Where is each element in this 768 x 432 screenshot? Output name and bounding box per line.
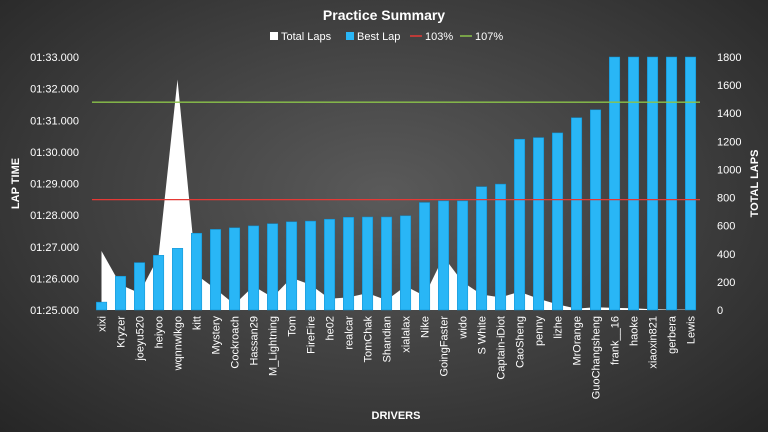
legend-label-0: Total Laps [281, 31, 332, 43]
best-lap-bar [305, 220, 317, 311]
y-tick-label: 01:31.000 [30, 115, 79, 127]
y-tick-label: 01:28.000 [30, 210, 79, 222]
x-tick-label: xixi [97, 316, 109, 332]
best-lap-bar [400, 215, 412, 311]
y2-tick-label: 600 [717, 221, 735, 233]
x-tick-label: GuoChangsheng [591, 316, 603, 399]
legend-swatch-1 [346, 32, 354, 40]
best-lap-bar [286, 221, 298, 311]
y2-tick-label: 800 [717, 193, 735, 205]
x-tick-label: xiaoxin821 [648, 316, 660, 369]
best-lap-bar [628, 56, 640, 311]
best-lap-bar [229, 227, 241, 311]
best-lap-bar [495, 183, 507, 311]
x-tick-label: frank__16 [610, 316, 622, 365]
best-lap-bar [476, 186, 488, 311]
x-tick-label: Shandian [382, 316, 394, 363]
best-lap-bar [666, 56, 678, 311]
legend-label-1: Best Lap [357, 31, 400, 43]
x-tick-label: M_Lightning [268, 316, 280, 376]
y2-tick-label: 1200 [717, 136, 741, 148]
x-tick-label: joeyu520 [135, 316, 147, 362]
best-lap-bar [324, 218, 336, 311]
x-tick-label: Captain-iDiot [496, 316, 508, 380]
y-tick-label: 01:27.000 [30, 242, 79, 254]
best-lap-bar [96, 301, 108, 311]
x-tick-label: FireFire [306, 316, 318, 354]
x-tick-label: wido [458, 316, 470, 340]
y2-tick-label: 1800 [717, 52, 741, 64]
y-tick-label: 01:33.000 [30, 52, 79, 64]
best-lap-bar [210, 229, 222, 311]
y2-tick-label: 1000 [717, 164, 741, 176]
x-tick-label: penny [534, 316, 546, 346]
best-lap-bar [362, 216, 374, 311]
x-tick-label: realcar [344, 316, 356, 350]
y2-axis-title: TOTAL LAPS [749, 150, 761, 218]
x-tick-label: lizhe [553, 316, 565, 339]
chart-title: Practice Summary [323, 7, 445, 23]
total-laps-area [101, 79, 691, 310]
best-lap-bar [590, 109, 602, 311]
best-lap-bar [172, 248, 184, 311]
x-tick-label: TomChak [363, 316, 375, 363]
x-tick-label: GoingFaster [439, 316, 451, 377]
best-lap-bar [609, 56, 621, 311]
best-lap-bar [191, 232, 203, 311]
y2-tick-label: 200 [717, 277, 735, 289]
best-lap-bar [685, 56, 697, 311]
y2-tick-label: 1400 [717, 108, 741, 120]
best-lap-bar [153, 255, 165, 311]
x-tick-label: Nike [420, 316, 432, 338]
y-tick-label: 01:29.000 [30, 179, 79, 191]
x-tick-label: xialalax [401, 316, 413, 353]
x-tick-label: Tom [287, 316, 299, 337]
best-lap-bar [533, 137, 545, 311]
x-tick-label: heiyoo [154, 316, 166, 348]
legend-swatch-0 [270, 32, 278, 40]
y-axis-title: LAP TIME [10, 158, 22, 209]
x-tick-label: gerbera [667, 315, 679, 354]
best-lap-bar [647, 56, 659, 311]
y-tick-label: 01:32.000 [30, 84, 79, 96]
x-tick-label: Hassan29 [249, 316, 261, 366]
y2-tick-label: 0 [717, 305, 723, 317]
best-lap-bar [514, 138, 526, 311]
y-tick-label: 01:26.000 [30, 273, 79, 285]
best-lap-bar [571, 117, 583, 311]
best-lap-bar [381, 216, 393, 311]
x-tick-label: kitt [192, 316, 204, 330]
x-tick-label: he02 [325, 316, 337, 340]
x-tick-label: MrOrange [572, 316, 584, 366]
best-lap-bar [134, 262, 146, 311]
x-tick-label: Kryzer [116, 316, 128, 348]
x-tick-label: Mystery [211, 316, 223, 355]
best-lap-bar [343, 217, 355, 311]
y2-tick-label: 400 [717, 249, 735, 261]
y2-tick-label: 1600 [717, 80, 741, 92]
x-tick-label: Cockroach [230, 316, 242, 369]
y-tick-label: 01:25.000 [30, 305, 79, 317]
x-tick-label: wqnnwlkgo [173, 316, 185, 371]
x-tick-label: CaoSheng [515, 316, 527, 368]
x-axis-title: DRIVERS [372, 410, 421, 422]
legend-label-3: 107% [475, 31, 503, 43]
best-lap-bar [552, 132, 564, 311]
y-tick-label: 01:30.000 [30, 147, 79, 159]
legend-label-2: 103% [425, 31, 453, 43]
best-lap-bar [457, 200, 469, 311]
best-lap-bar [419, 202, 431, 311]
x-tick-label: haoke [629, 316, 641, 346]
best-lap-bar [248, 225, 260, 311]
x-tick-label: S White [477, 316, 489, 355]
best-lap-bar [438, 200, 450, 311]
x-tick-label: Lewis [686, 316, 698, 345]
best-lap-bar [267, 223, 279, 311]
best-lap-bar [115, 275, 127, 311]
